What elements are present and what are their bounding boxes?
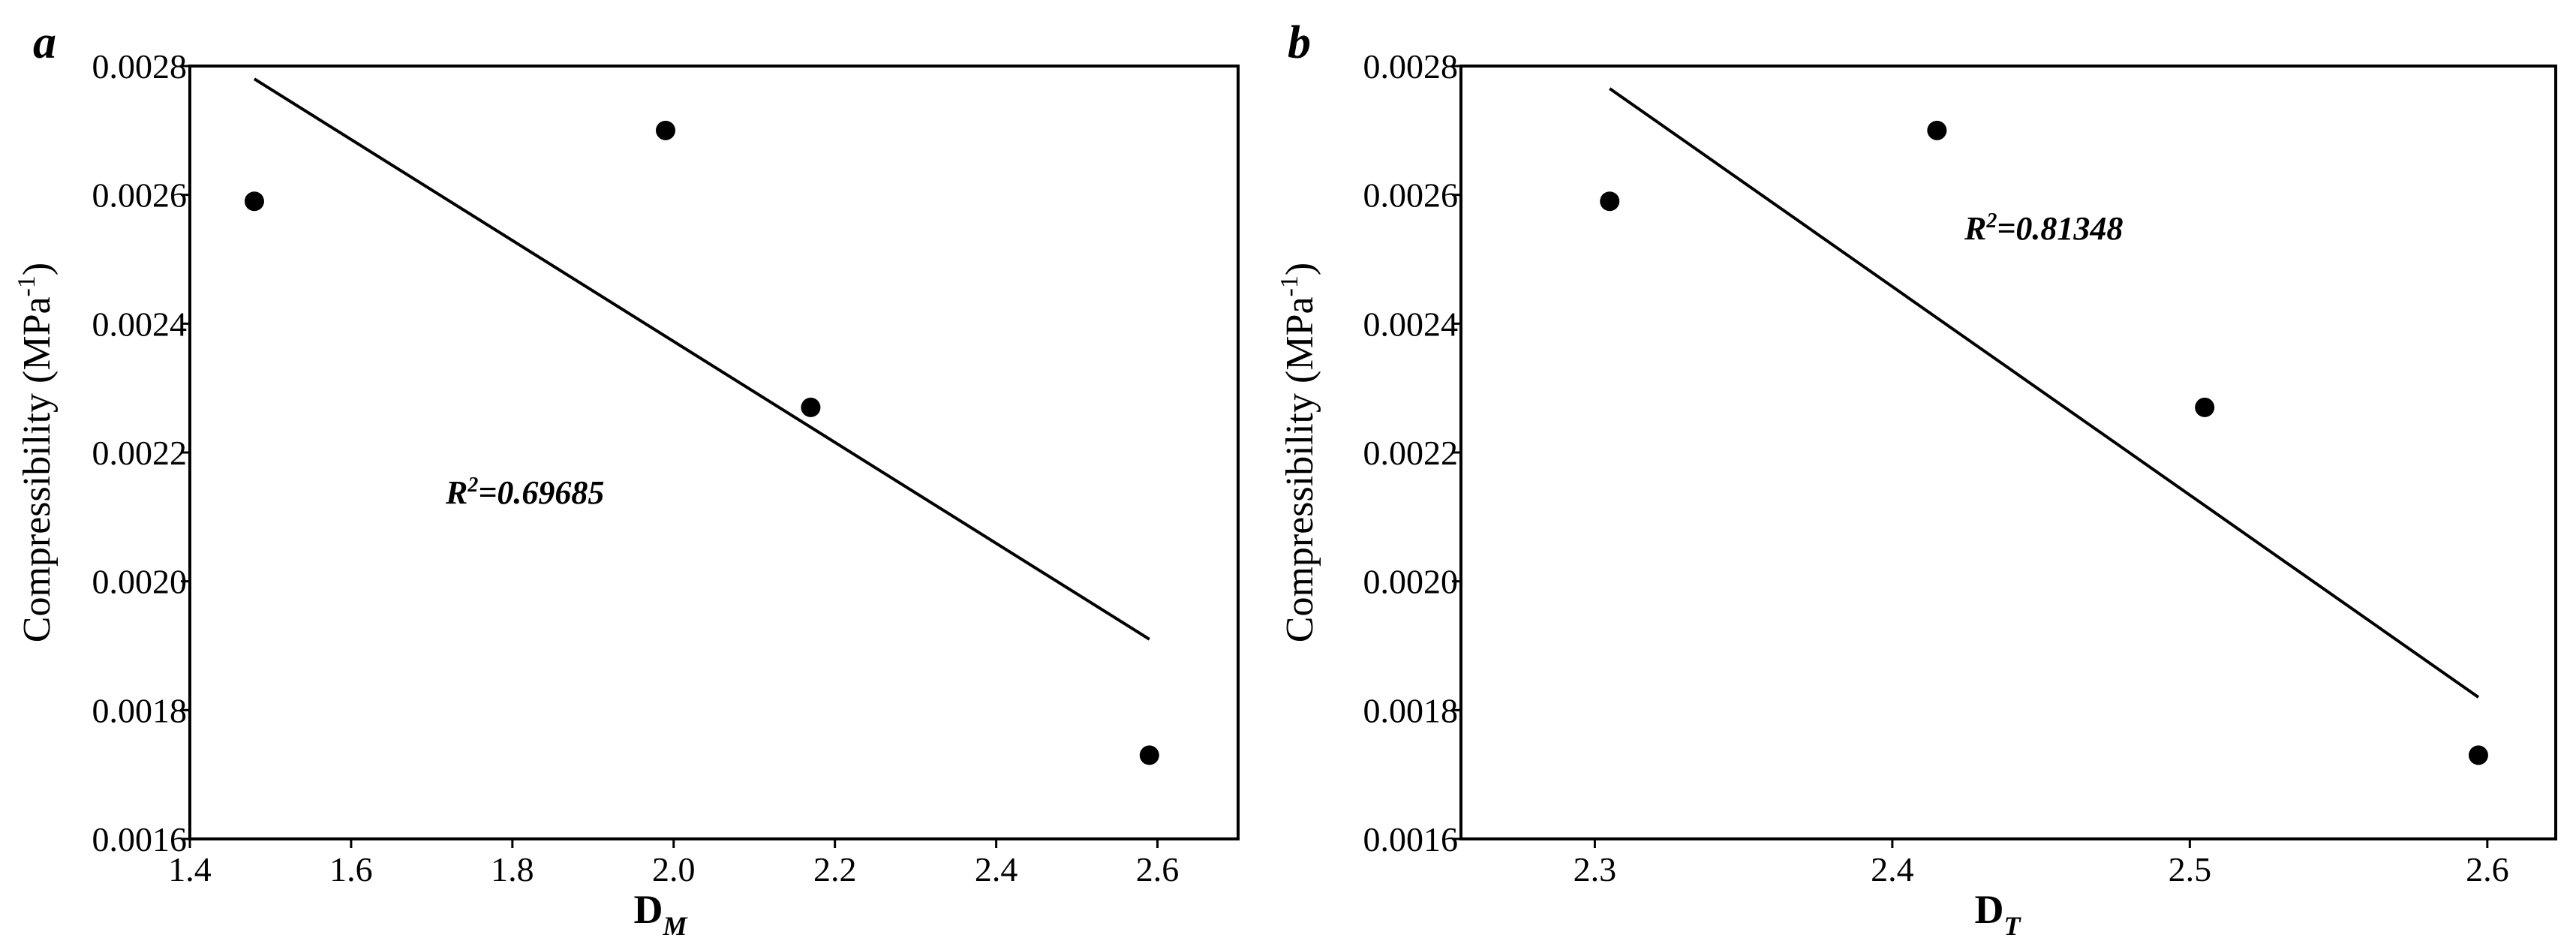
- y-tick-label: 0.0020: [92, 563, 188, 601]
- y-tick-label: 0.0026: [1363, 176, 1459, 215]
- y-axis-label-main: Compressibility (MPa: [16, 296, 59, 642]
- x-tick-label: 2.6: [1136, 850, 1180, 888]
- data-point: [1600, 191, 1620, 212]
- x-tick-label: 2.0: [652, 850, 696, 888]
- panel-label: a: [33, 17, 56, 68]
- x-axis-label: DT: [1975, 887, 2022, 941]
- data-point: [1139, 745, 1159, 765]
- data-point: [1927, 120, 1947, 140]
- y-tick-label: 0.0018: [92, 691, 188, 729]
- annotation-prefix: R: [1964, 210, 1986, 247]
- annotation-text: =0.81348: [1997, 210, 2123, 247]
- r-squared-annotation: R2=0.81348: [1964, 209, 2123, 247]
- y-axis-label-end: ): [16, 263, 59, 275]
- y-axis-label: Compressibility (MPa-1): [1276, 263, 1321, 642]
- x-axis-label-sub: M: [662, 911, 688, 941]
- plot-frame: [188, 65, 1240, 840]
- annotation-prefix: R: [445, 474, 467, 511]
- x-tick-label: 2.3: [1574, 850, 1617, 888]
- y-tick-label: 0.0026: [92, 176, 188, 215]
- x-tick-label: 2.6: [2466, 850, 2509, 888]
- data-point: [656, 120, 676, 140]
- annotation-text: =0.69685: [478, 474, 604, 511]
- x-tick-label: 2.4: [975, 850, 1018, 888]
- x-axis-label: DM: [633, 887, 688, 941]
- y-tick-label: 0.0022: [92, 434, 188, 472]
- annotation-sup: 2: [467, 473, 478, 497]
- y-axis-label: Compressibility (MPa-1): [13, 263, 59, 642]
- x-tick-label: 1.6: [329, 850, 373, 888]
- annotation-sup: 2: [1985, 209, 1997, 233]
- x-axis-label-main: D: [633, 887, 663, 932]
- x-tick-label: 1.4: [168, 850, 212, 888]
- data-point: [244, 191, 264, 212]
- r-squared-annotation: R2=0.69685: [445, 473, 604, 511]
- panel-label: b: [1288, 17, 1311, 68]
- y-axis-label-sup: -1: [1276, 275, 1303, 296]
- y-axis-label-sup: -1: [13, 275, 41, 296]
- y-tick-label: 0.0018: [1363, 691, 1459, 729]
- x-axis-label-main: D: [1975, 887, 2004, 932]
- y-tick-label: 0.0022: [1363, 434, 1459, 472]
- data-point: [2468, 745, 2488, 765]
- y-tick-label: 0.0016: [92, 820, 188, 858]
- x-tick-label: 2.4: [1871, 850, 1914, 888]
- plot-frame: [1459, 65, 2557, 840]
- fit-line: [1609, 87, 2480, 699]
- y-axis-label-end: ): [1279, 263, 1321, 275]
- y-tick-label: 0.0020: [1363, 563, 1459, 601]
- fit-line: [253, 77, 1150, 641]
- y-axis-label-main: Compressibility (MPa: [1279, 296, 1321, 642]
- data-point: [2195, 397, 2215, 417]
- y-tick-label: 0.0024: [1363, 305, 1459, 343]
- y-tick-label: 0.0028: [1363, 47, 1459, 86]
- data-point: [801, 397, 821, 417]
- x-tick-label: 2.5: [2169, 850, 2212, 888]
- y-tick-label: 0.0016: [1363, 820, 1459, 858]
- y-tick-label: 0.0028: [92, 47, 188, 86]
- x-axis-label-sub: T: [2004, 911, 2022, 941]
- y-tick-label: 0.0024: [92, 305, 188, 343]
- x-tick-label: 2.2: [813, 850, 857, 888]
- x-tick-label: 1.8: [491, 850, 534, 888]
